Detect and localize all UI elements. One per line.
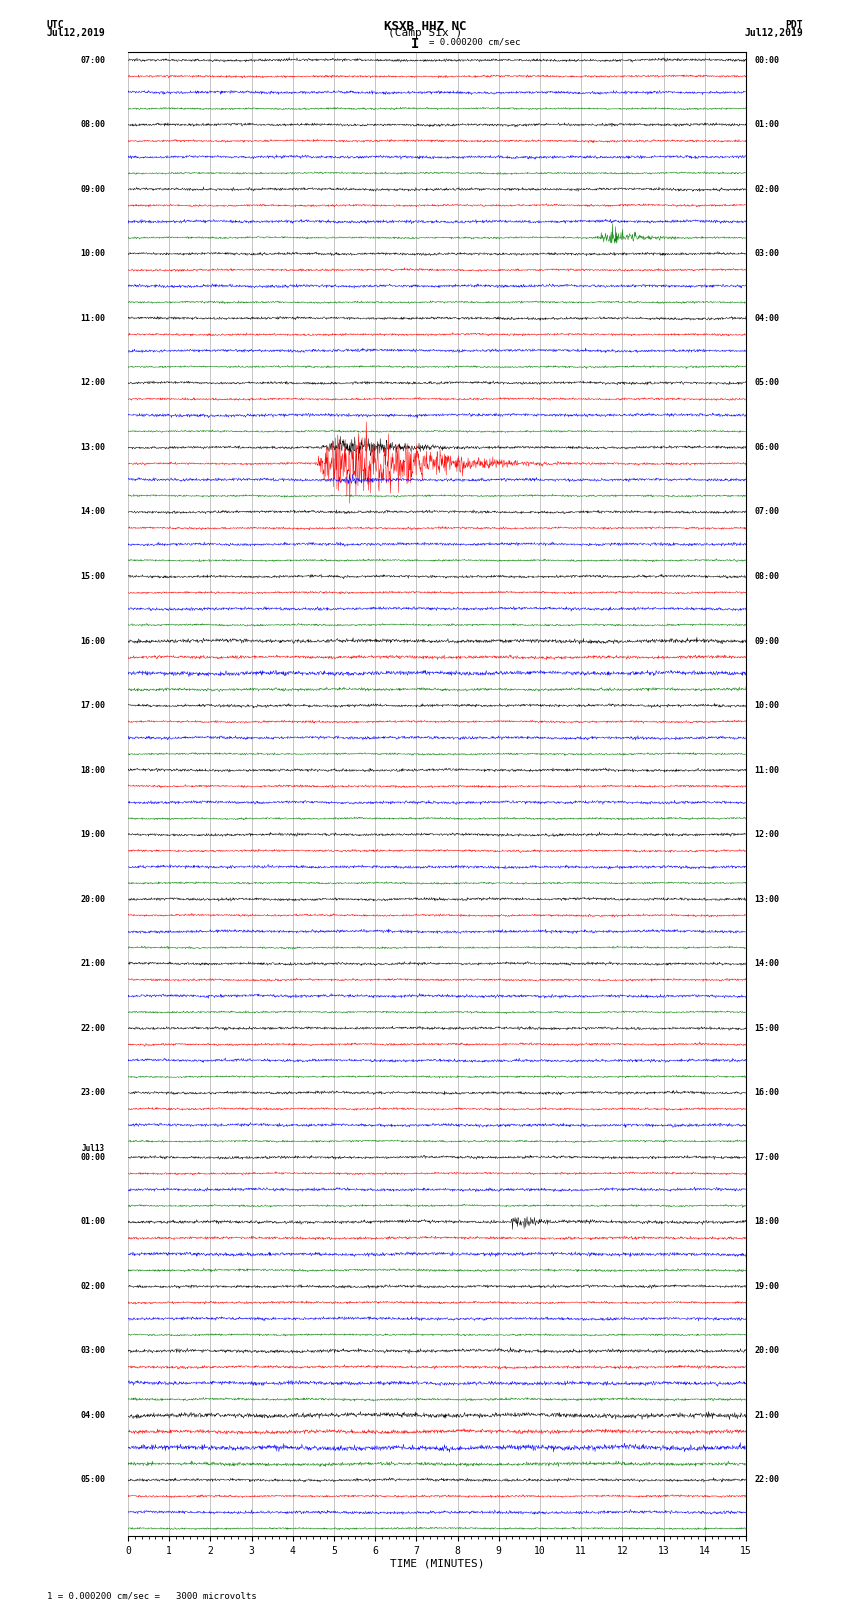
Text: 18:00: 18:00	[80, 766, 105, 774]
Text: 04:00: 04:00	[80, 1411, 105, 1419]
Text: 16:00: 16:00	[754, 1089, 779, 1097]
Text: 05:00: 05:00	[754, 379, 779, 387]
Text: 07:00: 07:00	[754, 508, 779, 516]
Text: 04:00: 04:00	[754, 315, 779, 323]
Text: 03:00: 03:00	[80, 1347, 105, 1355]
Text: (Camp Six ): (Camp Six )	[388, 29, 462, 39]
Text: 19:00: 19:00	[80, 831, 105, 839]
Text: 11:00: 11:00	[80, 315, 105, 323]
Text: 17:00: 17:00	[754, 1153, 779, 1161]
Text: 16:00: 16:00	[80, 637, 105, 645]
Text: 01:00: 01:00	[80, 1218, 105, 1226]
Text: 22:00: 22:00	[754, 1476, 779, 1484]
Text: 09:00: 09:00	[754, 637, 779, 645]
Text: Jul12,2019: Jul12,2019	[47, 29, 105, 39]
Text: UTC: UTC	[47, 19, 65, 31]
Text: 11:00: 11:00	[754, 766, 779, 774]
Text: PDT: PDT	[785, 19, 803, 31]
Text: 13:00: 13:00	[754, 895, 779, 903]
Text: 20:00: 20:00	[80, 895, 105, 903]
Text: 06:00: 06:00	[754, 444, 779, 452]
Text: 19:00: 19:00	[754, 1282, 779, 1290]
Text: Jul12,2019: Jul12,2019	[745, 29, 803, 39]
Text: 08:00: 08:00	[754, 573, 779, 581]
Text: 1 = 0.000200 cm/sec =   3000 microvolts: 1 = 0.000200 cm/sec = 3000 microvolts	[47, 1590, 257, 1600]
Text: 10:00: 10:00	[80, 250, 105, 258]
Text: 21:00: 21:00	[754, 1411, 779, 1419]
Text: 10:00: 10:00	[754, 702, 779, 710]
Text: 15:00: 15:00	[80, 573, 105, 581]
Text: 13:00: 13:00	[80, 444, 105, 452]
Text: 02:00: 02:00	[80, 1282, 105, 1290]
X-axis label: TIME (MINUTES): TIME (MINUTES)	[389, 1560, 484, 1569]
Text: 12:00: 12:00	[80, 379, 105, 387]
Text: 23:00: 23:00	[80, 1089, 105, 1097]
Text: 22:00: 22:00	[80, 1024, 105, 1032]
Text: Jul13: Jul13	[82, 1144, 105, 1153]
Text: 02:00: 02:00	[754, 185, 779, 194]
Text: 09:00: 09:00	[80, 185, 105, 194]
Text: 00:00: 00:00	[80, 1153, 105, 1161]
Text: 01:00: 01:00	[754, 121, 779, 129]
Text: 03:00: 03:00	[754, 250, 779, 258]
Text: 14:00: 14:00	[754, 960, 779, 968]
Text: KSXB HHZ NC: KSXB HHZ NC	[383, 19, 467, 34]
Text: 20:00: 20:00	[754, 1347, 779, 1355]
Text: 18:00: 18:00	[754, 1218, 779, 1226]
Text: = 0.000200 cm/sec: = 0.000200 cm/sec	[429, 37, 520, 47]
Text: 14:00: 14:00	[80, 508, 105, 516]
Text: 15:00: 15:00	[754, 1024, 779, 1032]
Text: 17:00: 17:00	[80, 702, 105, 710]
Text: 21:00: 21:00	[80, 960, 105, 968]
Text: 08:00: 08:00	[80, 121, 105, 129]
Text: 12:00: 12:00	[754, 831, 779, 839]
Text: 00:00: 00:00	[754, 56, 779, 65]
Text: 05:00: 05:00	[80, 1476, 105, 1484]
Text: 07:00: 07:00	[80, 56, 105, 65]
Text: I: I	[411, 37, 419, 52]
